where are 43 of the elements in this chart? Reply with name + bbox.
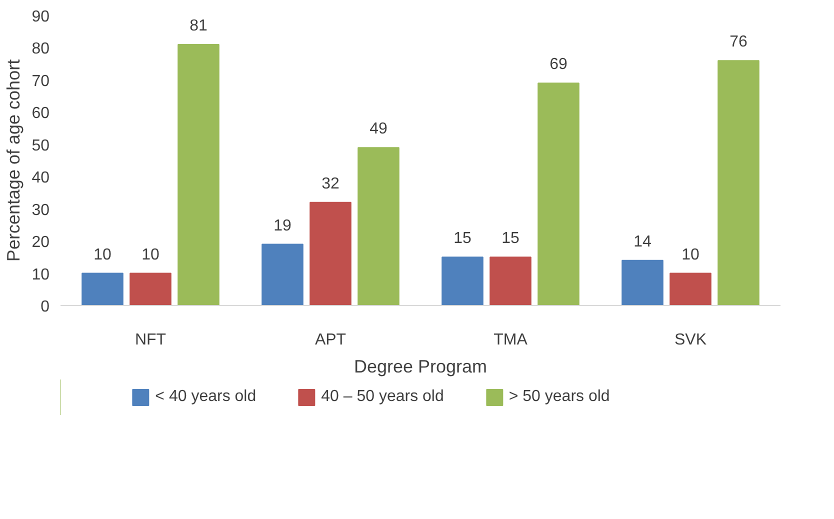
- y-tick-label: 10: [32, 266, 50, 284]
- y-tick-label: 20: [32, 234, 50, 252]
- bar: [130, 272, 172, 306]
- y-axis-title: Percentage of age cohort: [4, 59, 24, 262]
- data-label: 10: [94, 246, 112, 264]
- data-label: 81: [190, 18, 208, 34]
- bar: [622, 260, 664, 306]
- data-label: 10: [682, 246, 700, 264]
- bar: [490, 256, 532, 306]
- x-tick-label: APT: [314, 332, 346, 348]
- data-label: 10: [142, 246, 160, 264]
- legend-label: < 40 years old: [155, 388, 256, 406]
- data-label: 49: [370, 120, 388, 138]
- y-tick-label: 70: [32, 72, 50, 90]
- legend-label: 40 – 50 years old: [321, 388, 444, 406]
- bar: [670, 272, 712, 306]
- y-tick-label: 90: [32, 8, 50, 26]
- y-tick-label: 30: [32, 202, 50, 219]
- bar: [310, 202, 352, 306]
- data-label: 15: [502, 230, 520, 248]
- x-axis-title: Degree Program: [354, 356, 488, 376]
- x-tick-label: TMA: [494, 332, 528, 348]
- bar: [262, 244, 304, 306]
- x-tick-label: NFT: [134, 332, 166, 348]
- data-label: 76: [730, 34, 748, 51]
- y-tick-label: 80: [32, 40, 50, 58]
- data-label: 14: [634, 233, 652, 250]
- x-tick-label: SVK: [674, 332, 707, 348]
- data-label: 69: [550, 56, 568, 74]
- bar: [178, 44, 220, 306]
- data-label: 19: [274, 217, 292, 234]
- legend-label: > 50 years old: [508, 388, 610, 406]
- y-tick-label: 60: [32, 105, 50, 122]
- bar: [82, 272, 124, 306]
- bar: [358, 147, 400, 306]
- bar: [718, 60, 760, 306]
- y-tick-label: 50: [32, 137, 50, 154]
- y-tick-label: 40: [32, 170, 50, 187]
- data-label: 32: [322, 175, 340, 192]
- bar: [442, 256, 484, 306]
- data-label: 15: [454, 230, 472, 248]
- y-tick-label: 0: [40, 298, 50, 316]
- bar: [538, 82, 580, 306]
